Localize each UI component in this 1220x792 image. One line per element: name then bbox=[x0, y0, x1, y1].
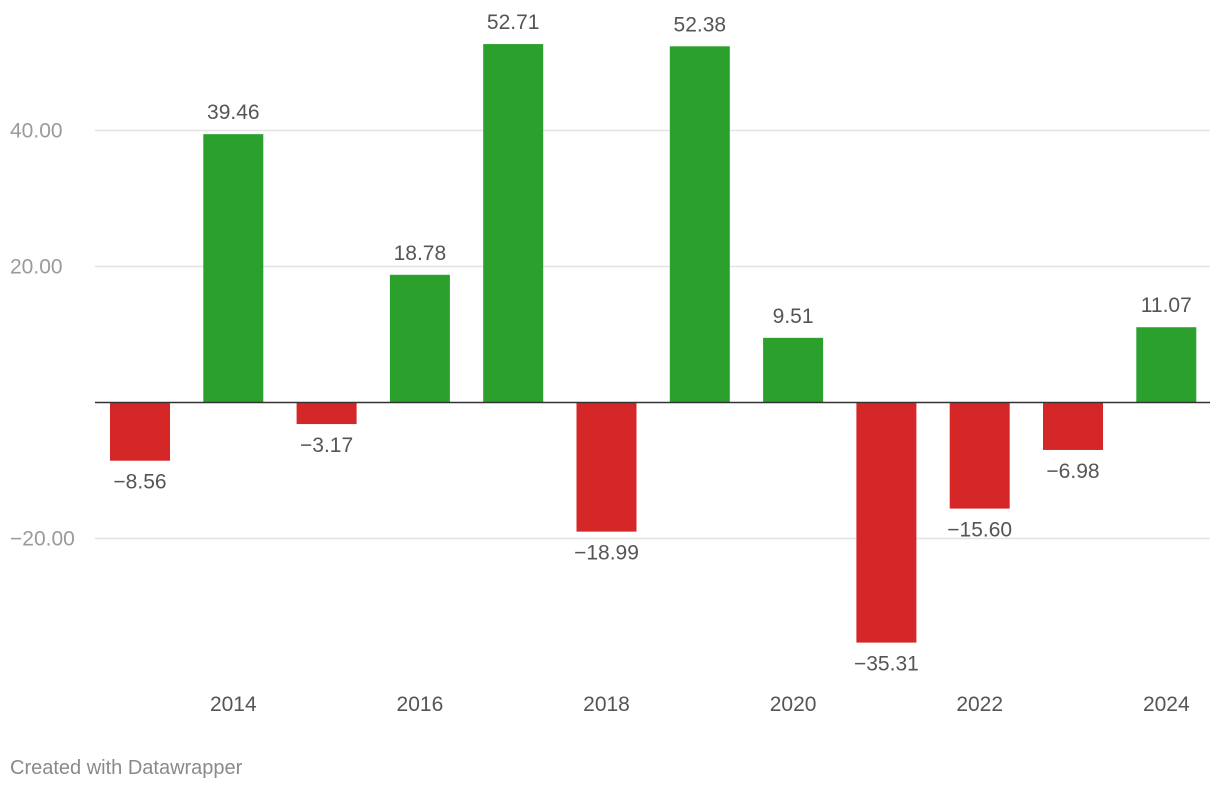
value-label-2017: 52.71 bbox=[487, 11, 540, 34]
value-label-2020: 9.51 bbox=[773, 305, 814, 328]
bar-chart: 40.00 20.00 −20.00 −8.56 39.46 −3.17 18.78 52.… bbox=[10, 11, 1210, 716]
value-label-2018: −18.99 bbox=[574, 542, 639, 565]
x-axis-ticks: 2014 2016 2018 2020 2022 2024 bbox=[210, 693, 1190, 716]
bar-2014 bbox=[203, 134, 264, 403]
bar-2016 bbox=[389, 274, 450, 403]
y-tick-label: 20.00 bbox=[10, 256, 63, 279]
value-label-2023: −6.98 bbox=[1046, 460, 1099, 483]
value-label-2021: −35.31 bbox=[854, 653, 919, 676]
bar-2020 bbox=[763, 337, 824, 403]
x-tick-label: 2016 bbox=[397, 693, 444, 716]
y-tick-label: −20.00 bbox=[10, 528, 75, 551]
value-label-2024: 11.07 bbox=[1141, 294, 1192, 317]
value-label-2019: 52.38 bbox=[674, 13, 727, 36]
bar-2017 bbox=[483, 44, 544, 403]
bar-2023 bbox=[1043, 402, 1103, 450]
bar-2013 bbox=[110, 402, 170, 461]
value-label-2014: 39.46 bbox=[207, 101, 260, 124]
x-tick-label: 2018 bbox=[583, 693, 630, 716]
y-tick-label: 40.00 bbox=[10, 120, 63, 143]
bar-2022 bbox=[949, 402, 1010, 509]
x-tick-label: 2024 bbox=[1143, 693, 1190, 716]
x-tick-label: 2020 bbox=[770, 693, 817, 716]
credit-footer: Created with Datawrapper bbox=[10, 757, 243, 779]
bar-2019 bbox=[669, 46, 730, 403]
bar-2018 bbox=[576, 402, 637, 532]
x-tick-label: 2022 bbox=[956, 693, 1003, 716]
value-label-2016: 18.78 bbox=[394, 242, 447, 265]
value-label-2013: −8.56 bbox=[113, 471, 166, 494]
bar-2021 bbox=[856, 402, 917, 643]
value-label-2015: −3.17 bbox=[300, 434, 353, 457]
bar-2015 bbox=[296, 402, 357, 425]
gridlines bbox=[95, 129, 1210, 540]
value-label-2022: −15.60 bbox=[947, 519, 1012, 542]
x-tick-label: 2014 bbox=[210, 693, 257, 716]
bar-2024 bbox=[1136, 327, 1197, 403]
y-axis-ticks: 40.00 20.00 −20.00 bbox=[10, 120, 75, 551]
bars bbox=[110, 44, 1197, 643]
value-labels: −8.56 39.46 −3.17 18.78 52.71 −18.99 52.38 9.51… bbox=[113, 11, 1191, 676]
